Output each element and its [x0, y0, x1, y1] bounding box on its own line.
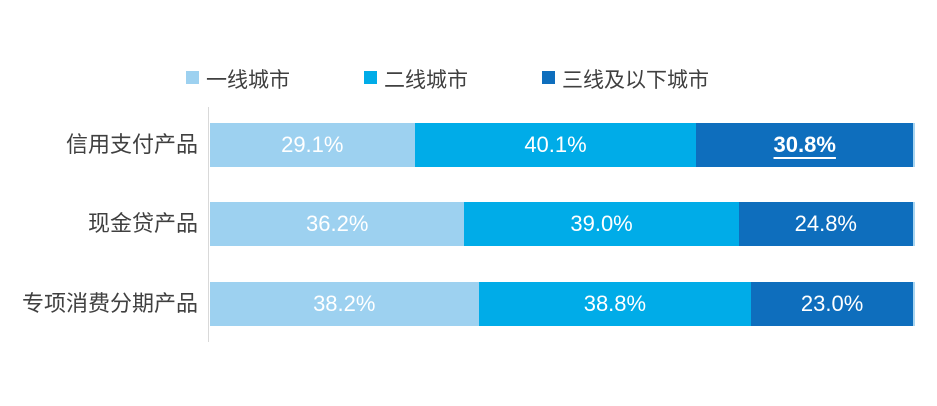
bar-segment[interactable]: 36.2% — [210, 202, 465, 246]
legend-label: 二线城市 — [384, 69, 468, 92]
value-label: 38.8% — [583, 291, 647, 316]
category-label: 信用支付产品 — [65, 132, 198, 157]
chart-row: 专项消费分期产品 38.2% 38.8% 23.0% — [0, 282, 937, 326]
legend-swatch-icon — [186, 71, 199, 84]
legend-label: 一线城市 — [206, 69, 290, 92]
legend-item[interactable]: 二线城市 — [364, 64, 468, 94]
value-label: 29.1% — [281, 132, 344, 157]
bar-segment[interactable]: 30.8% — [696, 123, 913, 167]
value-label: 24.8% — [794, 211, 857, 236]
bar-segment[interactable]: 40.1% — [414, 123, 697, 167]
y-axis-line — [208, 107, 209, 342]
category-label: 专项消费分期产品 — [21, 291, 198, 316]
category-label: 现金贷产品 — [87, 211, 198, 236]
bar-segment[interactable]: 23.0% — [751, 282, 913, 326]
legend-label: 三线及以下城市 — [562, 69, 709, 92]
value-label: 23.0% — [800, 291, 864, 316]
legend-item[interactable]: 三线及以下城市 — [542, 64, 709, 94]
chart-row: 信用支付产品 29.1% 40.1% 30.8% — [0, 123, 937, 167]
bar-segment[interactable]: 39.0% — [464, 202, 739, 246]
value-label: 38.2% — [313, 291, 376, 316]
bar-segment[interactable]: 38.2% — [210, 282, 479, 326]
chart-row: 现金贷产品 36.2% 39.0% 24.8% — [0, 202, 937, 246]
stacked-bar: 36.2% 39.0% 24.8% — [210, 202, 915, 246]
legend-swatch-icon — [542, 71, 555, 84]
legend-swatch-icon — [364, 71, 377, 84]
bar-segment[interactable]: 38.8% — [478, 282, 752, 326]
stacked-bar: 38.2% 38.8% 23.0% — [210, 282, 915, 326]
bar-segment[interactable]: 29.1% — [210, 123, 415, 167]
value-label: 36.2% — [306, 211, 369, 236]
value-label: 40.1% — [524, 132, 587, 157]
stacked-bar: 29.1% 40.1% 30.8% — [210, 123, 915, 167]
value-label: 39.0% — [570, 211, 633, 236]
value-label: 30.8% — [773, 132, 836, 157]
legend-item[interactable]: 一线城市 — [186, 64, 290, 94]
bar-segment[interactable]: 24.8% — [738, 202, 913, 246]
chart-legend: 一线城市 二线城市 三线及以下城市 — [186, 64, 709, 94]
